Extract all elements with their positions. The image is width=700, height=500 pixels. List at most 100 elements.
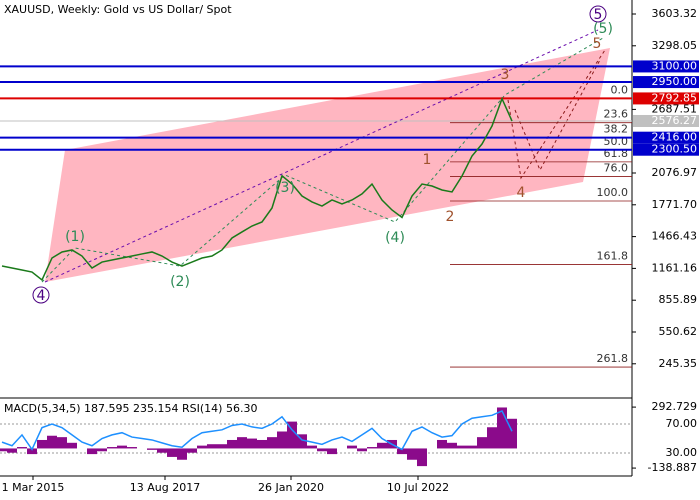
level-label: 2792.85 xyxy=(652,91,698,104)
fib-label: 161.8 xyxy=(597,249,629,262)
macd-bar xyxy=(437,439,447,449)
y-tick-label: 855.89 xyxy=(659,293,698,306)
macd-bar xyxy=(87,448,97,455)
macd-bar xyxy=(477,437,487,449)
x-tick-label: 10 Jul 2022 xyxy=(387,481,449,494)
macd-bar xyxy=(407,448,417,460)
wave-label: (5) xyxy=(593,21,613,37)
macd-bar xyxy=(257,439,267,449)
wave-label: (1) xyxy=(65,229,85,245)
wave-label: 5 xyxy=(594,7,603,23)
y-tick-label: 2076.97 xyxy=(652,166,698,179)
y-tick-label: 550.62 xyxy=(659,325,698,338)
level-box xyxy=(633,92,699,105)
macd-bar xyxy=(487,427,497,449)
fib-label: 23.6 xyxy=(604,108,629,121)
y2-tick-label: 70.00 xyxy=(666,417,698,430)
y2-tick-label: 30.00 xyxy=(666,446,698,459)
trend-line xyxy=(44,29,599,283)
y-tick-label: 1771.70 xyxy=(652,198,698,211)
macd-bar xyxy=(217,444,227,449)
wave-label: 3 xyxy=(501,67,510,83)
y-tick-label: 3603.32 xyxy=(652,7,698,20)
macd-bar xyxy=(367,447,377,449)
wave-label: (2) xyxy=(170,274,190,290)
wave-label: 4 xyxy=(37,288,46,304)
wave-circle xyxy=(589,5,607,23)
macd-bar xyxy=(347,445,357,449)
x-tick-label: 13 Aug 2017 xyxy=(130,481,200,494)
macd-bar xyxy=(197,445,207,449)
macd-bar xyxy=(497,407,507,449)
y-tick-label: 1466.43 xyxy=(652,230,698,243)
macd-bar xyxy=(247,438,257,449)
macd-bar xyxy=(207,444,217,449)
y-tick-label: -138.887 xyxy=(648,461,697,474)
wave-label: 4 xyxy=(517,185,526,201)
wave-label: 1 xyxy=(423,152,432,168)
price-line xyxy=(1,96,513,282)
forecast-line xyxy=(507,49,606,180)
rsi-line xyxy=(1,409,513,451)
macd-bar xyxy=(27,448,37,455)
macd-bar xyxy=(307,445,317,449)
macd-bar xyxy=(507,418,517,449)
macd-bar xyxy=(7,448,17,453)
macd-bar xyxy=(237,437,247,449)
y-tick-label: 292.729 xyxy=(652,400,698,413)
chart-title: XAUUSD, Weekly: Gold vs US Dollar/ Spot xyxy=(4,3,232,16)
y-tick-label: 2687.51 xyxy=(652,102,698,115)
macd-bar xyxy=(287,421,297,449)
macd-bar xyxy=(117,445,127,449)
macd-bar xyxy=(107,447,117,449)
level-label: 2300.50 xyxy=(652,143,698,156)
level-label: 2576.27 xyxy=(652,114,698,127)
macd-bar xyxy=(467,445,477,449)
wave-label: 5 xyxy=(593,36,602,52)
level-box xyxy=(633,60,699,73)
macd-bar xyxy=(227,439,237,449)
y-tick-label: 1161.16 xyxy=(652,261,698,274)
macd-bar xyxy=(67,442,77,449)
macd-bar xyxy=(377,442,387,449)
x-tick-label: 26 Jan 2020 xyxy=(258,481,324,494)
macd-bar xyxy=(457,445,467,449)
fib-label: 261.8 xyxy=(597,352,629,365)
macd-bar xyxy=(267,437,277,449)
macd-bar xyxy=(57,437,67,449)
y-tick-label: 3298.05 xyxy=(652,39,698,52)
macd-bar xyxy=(37,439,47,449)
macd-bar xyxy=(17,447,27,449)
wave-label: (3) xyxy=(275,180,295,196)
wave-label: (4) xyxy=(385,230,405,246)
x-tick-label: 1 Mar 2015 xyxy=(2,481,65,494)
fib-label: 100.0 xyxy=(597,186,629,199)
level-box xyxy=(633,114,699,127)
macd-bar xyxy=(187,448,197,453)
channel xyxy=(45,48,610,282)
macd-bar xyxy=(327,448,337,455)
level-box xyxy=(633,131,699,144)
level-box xyxy=(633,143,699,156)
macd-bar xyxy=(447,442,457,449)
macd-bar xyxy=(357,448,367,452)
indicator-title: MACD(5,34,5) 187.595 235.154 RSI(14) 56.… xyxy=(4,402,257,415)
macd-bar xyxy=(417,448,427,467)
y-tick-label: 245.35 xyxy=(659,357,698,370)
level-box xyxy=(633,76,699,89)
macd-bar xyxy=(0,448,7,452)
macd-bar xyxy=(167,448,177,457)
fib-label: 76.0 xyxy=(604,161,629,174)
level-label: 2416.00 xyxy=(652,131,698,144)
macd-bar xyxy=(157,448,167,453)
macd-bar xyxy=(277,431,287,449)
level-label: 3100.00 xyxy=(652,59,698,72)
wave-label: 2 xyxy=(446,209,455,225)
macd-bar xyxy=(147,448,157,450)
fib-label: 0.0 xyxy=(611,83,629,96)
macd-bar xyxy=(127,447,137,449)
level-label: 2950.00 xyxy=(652,75,698,88)
macd-bar xyxy=(177,448,187,460)
wave-circle xyxy=(32,286,50,304)
